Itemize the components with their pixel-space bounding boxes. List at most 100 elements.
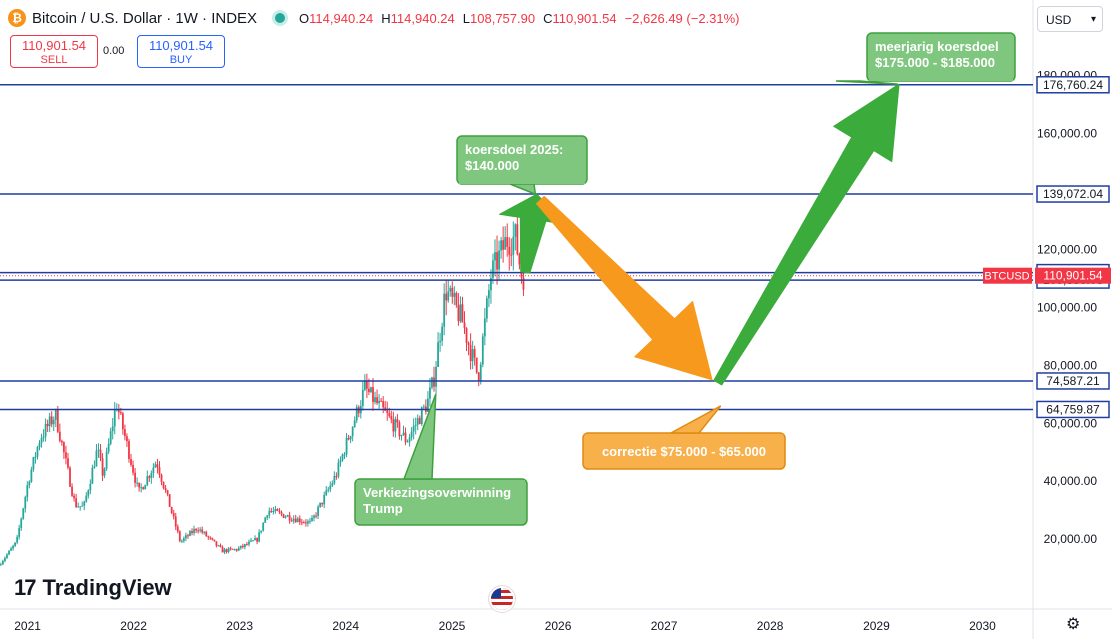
sell-price: 110,901.54 <box>21 38 87 53</box>
x-tick-label: 2027 <box>651 619 678 633</box>
candle-body <box>483 318 486 337</box>
candle-body <box>264 517 267 523</box>
correction-pointer <box>670 405 722 434</box>
ticker-label: BTCUSD <box>984 271 1029 283</box>
currency-label: USD <box>1046 13 1072 27</box>
candle-body <box>429 387 431 399</box>
candle-body <box>134 472 136 483</box>
candle-body <box>109 431 112 444</box>
candle-body <box>347 438 350 440</box>
candle-body <box>73 495 75 499</box>
candle-body <box>266 515 269 518</box>
candle-body <box>323 494 326 505</box>
candle-body <box>516 224 519 254</box>
candle-body <box>302 522 305 524</box>
ticker-label-box <box>983 267 1032 284</box>
spread-value: 0.00 <box>103 45 125 57</box>
candle-body <box>304 522 307 524</box>
candle-body <box>97 449 100 451</box>
candle-body <box>412 426 415 432</box>
candle-body <box>229 548 232 550</box>
sell-button[interactable]: 110,901.54 SELL <box>10 35 98 68</box>
candle-body <box>69 467 71 487</box>
candle-body <box>65 452 67 459</box>
candle-body <box>343 454 346 456</box>
candle-body <box>67 458 69 468</box>
candle-body <box>38 442 41 448</box>
candle-body <box>494 252 496 261</box>
candle-body <box>368 388 370 393</box>
symbol-title[interactable]: Bitcoin / U.S. Dollar · 1W · INDEX <box>32 9 258 27</box>
candle-body <box>158 467 161 475</box>
candle-body <box>512 236 515 255</box>
x-tick-label: 2030 <box>969 619 996 633</box>
currency-select[interactable]: USD ▾ <box>1037 6 1103 32</box>
buy-price: 110,901.54 <box>148 38 214 53</box>
y-tick-label: 100,000.00 <box>1037 300 1097 314</box>
tradingview-mark-icon: 17 <box>14 575 37 600</box>
candle-body <box>16 536 19 543</box>
candle-body <box>168 494 171 508</box>
low-label: L <box>462 10 471 26</box>
candle-body <box>176 526 179 532</box>
chevron-down-icon: ▾ <box>1090 14 1096 25</box>
election-win-text: Verkiezingsoverwinning <box>363 485 511 500</box>
buy-button[interactable]: 110,901.54 BUY <box>137 35 225 68</box>
candle-body <box>418 418 421 425</box>
candle-body <box>274 509 277 512</box>
election-win-box <box>354 478 528 526</box>
candle-body <box>292 518 295 521</box>
candle-body <box>272 511 275 513</box>
x-tick-label: 2026 <box>545 619 572 633</box>
candle-body <box>8 550 10 555</box>
candle-body <box>449 287 452 292</box>
candle-body <box>166 490 169 495</box>
candle-body <box>463 322 466 329</box>
candle-body <box>56 409 59 432</box>
candle-body <box>370 387 372 393</box>
candle-body <box>172 513 175 517</box>
sell-label: SELL <box>40 54 68 66</box>
x-tick-label: 2023 <box>226 619 253 633</box>
multi-year-target-seam <box>869 77 1013 81</box>
candle-body <box>311 517 313 521</box>
candle-body <box>46 423 49 427</box>
candle-body <box>469 344 472 362</box>
candle-body <box>331 483 334 486</box>
candle-body <box>34 456 37 458</box>
election-win-seam <box>357 480 525 484</box>
candle-body <box>390 416 393 420</box>
low-value: 108,757.90 <box>470 10 536 26</box>
candle-body <box>248 541 250 545</box>
candle-body <box>325 490 328 495</box>
candle-body <box>136 482 139 484</box>
candle-body <box>388 413 391 417</box>
gear-icon[interactable]: ⚙ <box>1066 616 1081 633</box>
candle-body <box>250 540 252 542</box>
arrow-correction <box>536 195 713 381</box>
x-tick-label: 2022 <box>120 619 147 633</box>
candle-body <box>365 381 368 389</box>
candle-body <box>465 328 468 343</box>
candle-body <box>54 409 57 420</box>
candle-body <box>473 349 476 358</box>
candle-body <box>189 531 191 536</box>
candle-body <box>378 400 380 404</box>
candle-body <box>280 512 283 515</box>
candle-body <box>20 518 23 528</box>
us-flag-icon[interactable] <box>489 586 515 612</box>
candle-body <box>150 473 153 478</box>
candle-body <box>215 541 218 546</box>
candle-body <box>498 250 500 270</box>
candle-body <box>178 531 181 541</box>
candle-body <box>4 557 6 561</box>
candle-body <box>294 518 297 523</box>
y-tick-label: 40,000.00 <box>1044 474 1098 488</box>
candle-body <box>233 549 236 551</box>
candle-body <box>63 442 65 453</box>
tradingview-logo: 17 TradingView <box>14 575 172 601</box>
candle-body <box>260 530 263 533</box>
candle-body <box>132 464 134 473</box>
candle-body <box>333 476 336 484</box>
